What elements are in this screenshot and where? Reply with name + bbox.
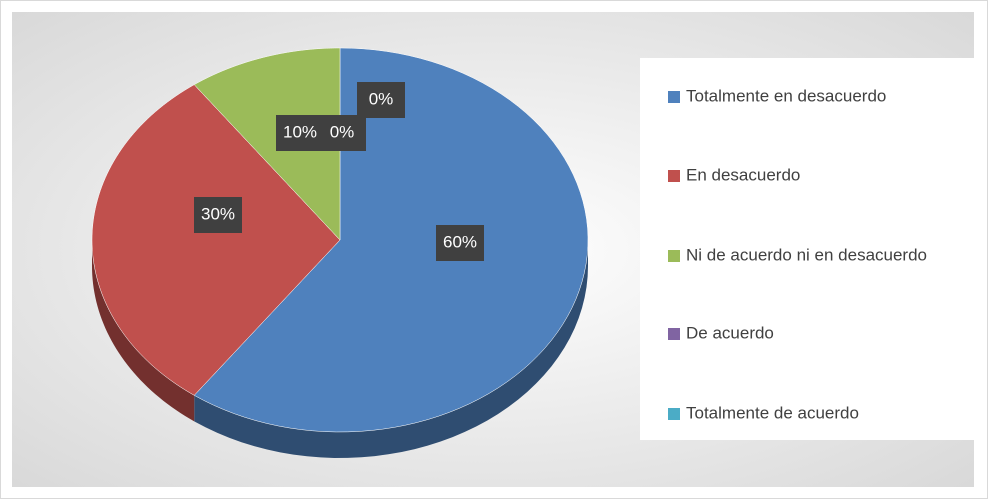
legend-swatch — [668, 250, 680, 262]
slice-side — [92, 240, 195, 422]
data-label: 0% — [318, 115, 366, 151]
data-label-box — [436, 225, 484, 261]
legend-swatch — [668, 170, 680, 182]
slice — [91, 84, 341, 396]
data-label: 0% — [357, 82, 405, 118]
data-label-box — [194, 197, 242, 233]
legend-box — [640, 58, 976, 440]
data-label-box — [276, 115, 324, 151]
legend-label: Ni de acuerdo ni en desacuerdo — [686, 245, 927, 264]
data-label-box — [318, 115, 366, 151]
data-label-box — [357, 82, 405, 118]
data-label-text: 30% — [201, 204, 235, 223]
legend-label: En desacuerdo — [686, 165, 800, 184]
slice — [193, 47, 589, 433]
legend-swatch — [668, 408, 680, 420]
data-label: 60% — [436, 225, 484, 261]
legend-label: Totalmente de acuerdo — [686, 403, 859, 422]
data-label-text: 0% — [330, 122, 355, 141]
data-label-text: 0% — [369, 89, 394, 108]
slice — [193, 47, 341, 241]
data-label: 10% — [276, 115, 324, 151]
legend-swatch — [668, 91, 680, 103]
legend-label: Totalmente en desacuerdo — [686, 86, 886, 105]
legend-label: De acuerdo — [686, 323, 774, 342]
slice-side — [194, 240, 589, 458]
data-label-text: 10% — [283, 122, 317, 141]
legend-swatch — [668, 328, 680, 340]
data-label: 30% — [194, 197, 242, 233]
data-label-text: 60% — [443, 232, 477, 251]
